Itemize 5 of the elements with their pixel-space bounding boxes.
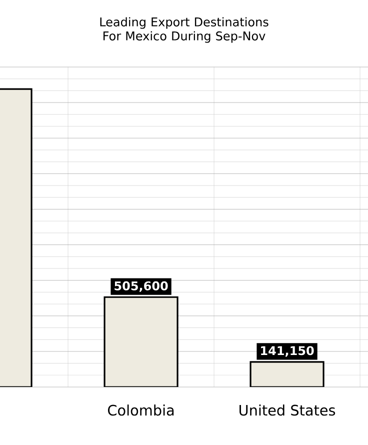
data-label: 505,600 <box>114 281 168 292</box>
x-tick-label: Colombia <box>108 404 174 416</box>
x-tick-label: United States <box>240 404 336 416</box>
chart-title: Leading Export Destinations For Mexico During Sep-Nov <box>100 17 268 43</box>
data-label: 141,150 <box>261 346 314 357</box>
